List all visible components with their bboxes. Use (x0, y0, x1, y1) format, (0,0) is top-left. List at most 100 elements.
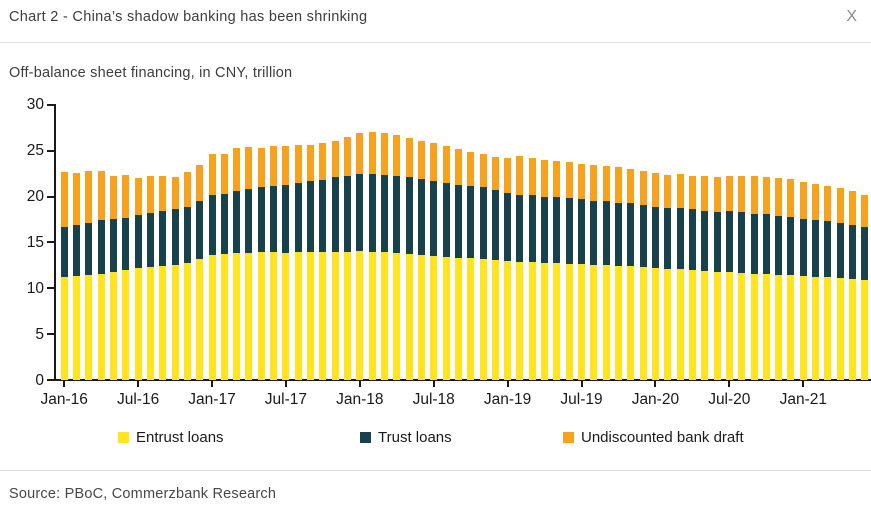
bar (836, 188, 844, 380)
bar-segment-trust (824, 221, 832, 278)
bar-segment-entrust (146, 267, 154, 380)
bar-segment-trust (541, 196, 549, 263)
trust-loans-swatch-icon (360, 432, 371, 443)
bar-segment-entrust (134, 268, 142, 380)
y-axis-tick (47, 379, 55, 381)
bar-segment-undiscounted (417, 140, 425, 180)
bar-segment-trust (553, 197, 561, 264)
bar-segment-trust (627, 202, 635, 267)
x-axis-tick (211, 380, 213, 387)
bar-segment-entrust (787, 275, 795, 380)
bar-segment-trust (762, 213, 770, 274)
bar-segment-trust (233, 191, 241, 254)
legend-item-undiscounted-bank-draft: Undiscounted bank draft (563, 429, 744, 446)
bar-segment-trust (146, 213, 154, 268)
bar-segment-entrust (836, 278, 844, 380)
y-axis-label: 15 (26, 233, 44, 251)
bar (282, 146, 290, 380)
bar-segment-entrust (578, 264, 585, 380)
bar-segment-undiscounted (257, 148, 265, 188)
bar-segment-trust (196, 201, 204, 259)
bar (122, 174, 130, 380)
bar-segment-undiscounted (368, 132, 376, 174)
bar-segment-entrust (516, 261, 524, 380)
y-axis-label: 25 (26, 142, 44, 160)
bar-segment-entrust (824, 277, 832, 380)
bar (639, 170, 647, 380)
legend-item-trust-loans: Trust loans (360, 429, 452, 446)
bar-segment-trust (664, 207, 672, 269)
bar-segment-undiscounted (725, 176, 733, 212)
x-axis-label: Jan-16 (40, 391, 88, 408)
bar-segment-entrust (294, 252, 302, 380)
bar-segment-undiscounted (528, 158, 536, 195)
header-divider (0, 42, 871, 43)
bar-segment-undiscounted (85, 170, 93, 224)
bar (405, 137, 413, 380)
bar (73, 172, 80, 380)
chart-subtitle: Off-balance sheet financing, in CNY, tri… (9, 65, 293, 81)
bar-segment-trust (97, 220, 105, 274)
bar-segment-entrust (799, 276, 807, 380)
bar (97, 170, 105, 380)
bar (134, 178, 142, 380)
bar-segment-entrust (196, 258, 204, 380)
bar-segment-undiscounted (713, 177, 721, 213)
chart-title: Chart 2 - China’s shadow banking has bee… (9, 9, 368, 25)
bar-segment-entrust (282, 252, 290, 380)
bar-segment-entrust (590, 265, 598, 380)
bar-segment-entrust (504, 260, 512, 380)
bar-segment-undiscounted (73, 172, 80, 226)
x-axis-tick (63, 380, 66, 387)
bar-segment-trust (602, 201, 610, 266)
bar-segment-trust (849, 224, 856, 280)
bar-segment-undiscounted (454, 148, 462, 185)
bar (442, 146, 450, 380)
bar-segment-trust (738, 212, 746, 273)
bar-segment-trust (861, 226, 869, 281)
bar-segment-undiscounted (319, 143, 327, 181)
bar (688, 175, 696, 381)
bar-segment-trust (417, 179, 425, 256)
bar (738, 175, 746, 381)
bar-segment-trust (368, 173, 376, 252)
bar-segment-trust (270, 185, 278, 253)
close-icon[interactable]: X (846, 8, 857, 25)
bar-segment-entrust (73, 276, 80, 380)
bar-segment-entrust (688, 269, 696, 380)
bar-segment-undiscounted (356, 133, 364, 174)
legend-label: Entrust loans (136, 429, 224, 446)
y-axis-label: 5 (35, 325, 44, 343)
bar (257, 148, 265, 380)
bar-segment-trust (442, 182, 450, 258)
bar-segment-trust (725, 211, 733, 272)
x-axis-tick (137, 380, 140, 387)
bar-segment-entrust (676, 268, 684, 380)
bar-segment-trust (578, 199, 585, 265)
bar-segment-entrust (208, 255, 216, 380)
bar (60, 171, 68, 380)
bar-segment-entrust (171, 265, 179, 380)
bar (109, 176, 117, 380)
bar-segment-trust (590, 201, 598, 266)
bar-segment-entrust (565, 263, 573, 380)
bar-segment-undiscounted (849, 191, 856, 225)
bar-segment-undiscounted (122, 174, 130, 218)
bar-segment-entrust (393, 253, 401, 380)
bar-segment-trust (307, 180, 314, 252)
bar-segment-undiscounted (220, 154, 228, 194)
bar-segment-undiscounted (467, 151, 475, 186)
bar-segment-entrust (220, 254, 228, 380)
bar-segment-undiscounted (270, 146, 278, 186)
y-axis-tick (47, 333, 55, 336)
bar (454, 148, 462, 380)
bar (294, 145, 302, 380)
bar-segment-undiscounted (504, 158, 512, 193)
bar (417, 140, 425, 380)
x-axis-tick (802, 380, 805, 387)
bar-segment-trust (356, 173, 364, 252)
bar-segment-trust (516, 194, 524, 262)
bar (578, 163, 585, 380)
bar-segment-undiscounted (491, 157, 499, 191)
bar-segment-trust (688, 209, 696, 270)
